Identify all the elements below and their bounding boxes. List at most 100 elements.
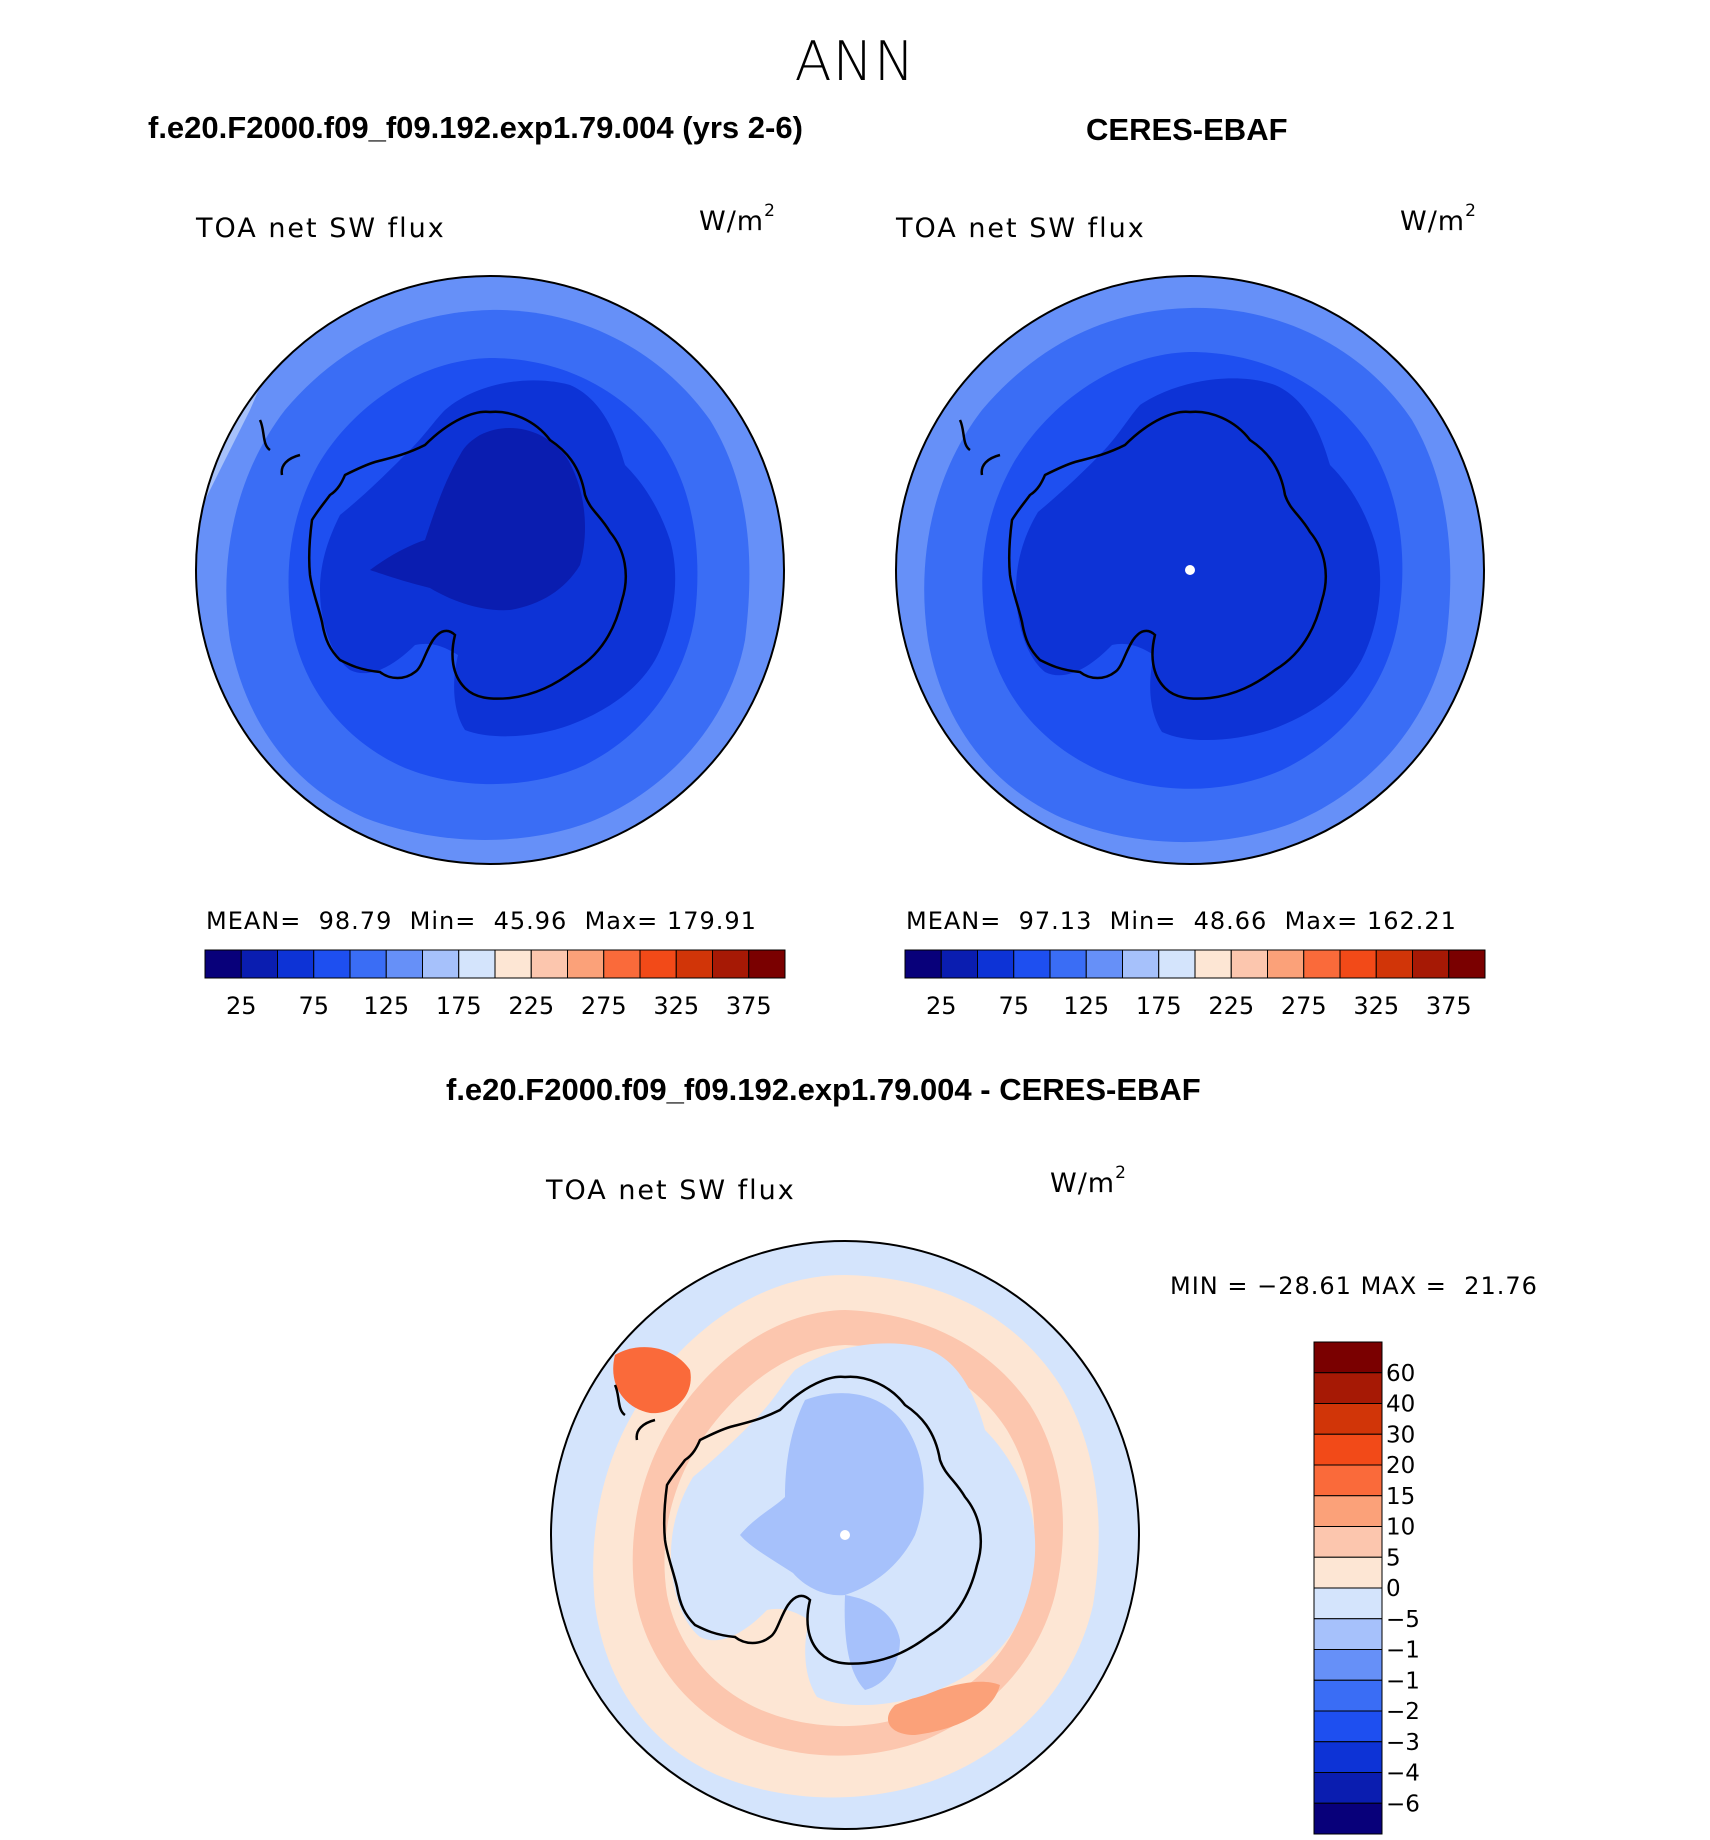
units-label: W/m2 [1050, 1163, 1127, 1199]
stats-diff: MIN = −28.61 MAX = 21.76 [1170, 1272, 1538, 1300]
coastline [551, 1364, 983, 1665]
colorbar-tick-label: −40 [1386, 1761, 1420, 1787]
band-ross-hotspot [887, 1681, 1000, 1735]
colorbar-tick-label: 275 [1281, 992, 1327, 1020]
colorbar-box [349, 949, 387, 979]
colorbar-box [639, 949, 677, 979]
colorbar-box [1313, 1802, 1383, 1835]
colorbar-box [904, 949, 942, 979]
colorbar-box [748, 949, 786, 979]
colorbar-box [1313, 1587, 1383, 1620]
colorbar-box [1085, 949, 1123, 979]
colorbar-tick-label: −30 [1386, 1730, 1420, 1756]
colorbar-tick-label: 175 [1136, 992, 1182, 1020]
colorbar-box [1313, 1741, 1383, 1773]
colorbar-box [494, 949, 532, 979]
band-ross-neg [844, 1595, 900, 1690]
colorbar-box [1013, 949, 1051, 979]
colorbar-box [1313, 1403, 1383, 1435]
colorbar-tick-label: 40 [1386, 1392, 1415, 1418]
colorbar-box [458, 949, 496, 979]
stats-model: MEAN= 98.79 Min= 45.96 Max= 179.91 [206, 907, 757, 935]
colorbar-box [1267, 949, 1305, 979]
colorbar-box [1158, 949, 1196, 979]
colorbar-box [1448, 949, 1486, 979]
colorbar-tick-label: 60 [1386, 1361, 1415, 1387]
pole-hole [1185, 565, 1195, 575]
coastline [196, 399, 628, 700]
variable-label: TOA net SW flux [896, 213, 1146, 244]
colorbar-tick-label: −10 [1386, 1638, 1420, 1664]
colorbar-tick-label: 225 [1208, 992, 1254, 1020]
stats-obs: MEAN= 97.13 Min= 48.66 Max= 162.21 [906, 907, 1457, 935]
colorbar-tick-label: 15 [1386, 1484, 1415, 1510]
colorbar-box [1303, 949, 1341, 979]
panel-title-model: f.e20.F2000.f09_f09.192.exp1.79.004 (yrs… [148, 110, 803, 145]
band-continent [1016, 378, 1381, 741]
colorbar-tick-label: 5 [1386, 1545, 1401, 1571]
colorbar-tick-label: 25 [226, 992, 257, 1020]
colorbar-tick-label: 375 [726, 992, 772, 1020]
colorbar-box [1313, 1772, 1383, 1804]
colorbar-tick-label: −5 [1386, 1607, 1420, 1633]
colorbar-box [204, 949, 242, 979]
colorbar-box [1049, 949, 1087, 979]
colorbar-box [1375, 949, 1413, 979]
colorbar-diff: 60 40 30 20 15 10 5 0 −5 −10 −15 −20 −30 −40 −60 [1313, 1341, 1420, 1835]
colorbar-tick-label: 275 [581, 992, 627, 1020]
colorbar-box [1313, 1710, 1383, 1743]
band-plateau [370, 427, 585, 611]
variable-label: TOA net SW flux [196, 213, 446, 244]
colorbar-box [1313, 1372, 1383, 1404]
colorbar-box [567, 949, 605, 979]
colorbar-tick-label: 25 [926, 992, 957, 1020]
colorbar-tick-label: 325 [653, 992, 699, 1020]
colorbar-tick-label: 175 [436, 992, 482, 1020]
colorbar-box [977, 949, 1015, 979]
colorbar-box [1313, 1556, 1383, 1589]
map-diff [550, 1240, 1140, 1830]
colorbar-box [1313, 1495, 1383, 1527]
variable-label: TOA net SW flux [546, 1175, 796, 1206]
colorbar-box [422, 949, 460, 979]
map-model [195, 275, 785, 865]
colorbar-obs: 25 75 125 175 225 275 325 375 [904, 949, 1486, 1020]
units-label: W/m2 [1400, 201, 1477, 237]
colorbar-model: 25 75 125 175 225 275 325 375 [204, 949, 786, 1020]
colorbar-tick-label: −20 [1386, 1699, 1420, 1725]
colorbar-box [1313, 1341, 1383, 1374]
colorbar-tick-label: −15 [1386, 1668, 1420, 1694]
colorbar-tick-label: 125 [363, 992, 409, 1020]
colorbar-box [1230, 949, 1268, 979]
colorbar-box [240, 949, 278, 979]
colorbar-box [603, 949, 641, 979]
colorbar-tick-label: 325 [1353, 992, 1399, 1020]
colorbar-tick-label: 75 [298, 992, 329, 1020]
panel-title-diff: f.e20.F2000.f09_f09.192.exp1.79.004 - CE… [446, 1072, 1201, 1107]
colorbar-box [712, 949, 750, 979]
colorbar-box [1339, 949, 1377, 979]
colorbar-box [1313, 1618, 1383, 1650]
colorbar-tick-label: 30 [1386, 1422, 1415, 1448]
colorbar-box [1122, 949, 1160, 979]
colorbar-tick-label: 125 [1063, 992, 1109, 1020]
colorbar-box [530, 949, 568, 979]
units-label: W/m2 [699, 201, 776, 237]
colorbar-tick-label: 0 [1386, 1576, 1401, 1602]
panel-title-obs: CERES-EBAF [1086, 112, 1288, 147]
colorbar-tick-label: 10 [1386, 1515, 1415, 1541]
colorbar-tick-label: 375 [1426, 992, 1472, 1020]
colorbar-tick-label: 75 [998, 992, 1029, 1020]
colorbar-box [1313, 1649, 1383, 1681]
band-plateau-neg [740, 1393, 924, 1596]
colorbar-box [940, 949, 978, 979]
band-weddell-hotspot [613, 1347, 691, 1414]
colorbar-tick-label: −60 [1386, 1791, 1420, 1817]
pole-hole [840, 1530, 850, 1540]
map-obs [895, 275, 1485, 865]
colorbar-box [1313, 1526, 1383, 1558]
colorbar-box [675, 949, 713, 979]
colorbar-tick-label: 225 [508, 992, 554, 1020]
colorbar-box [1313, 1464, 1383, 1497]
colorbar-box [1313, 1433, 1383, 1466]
